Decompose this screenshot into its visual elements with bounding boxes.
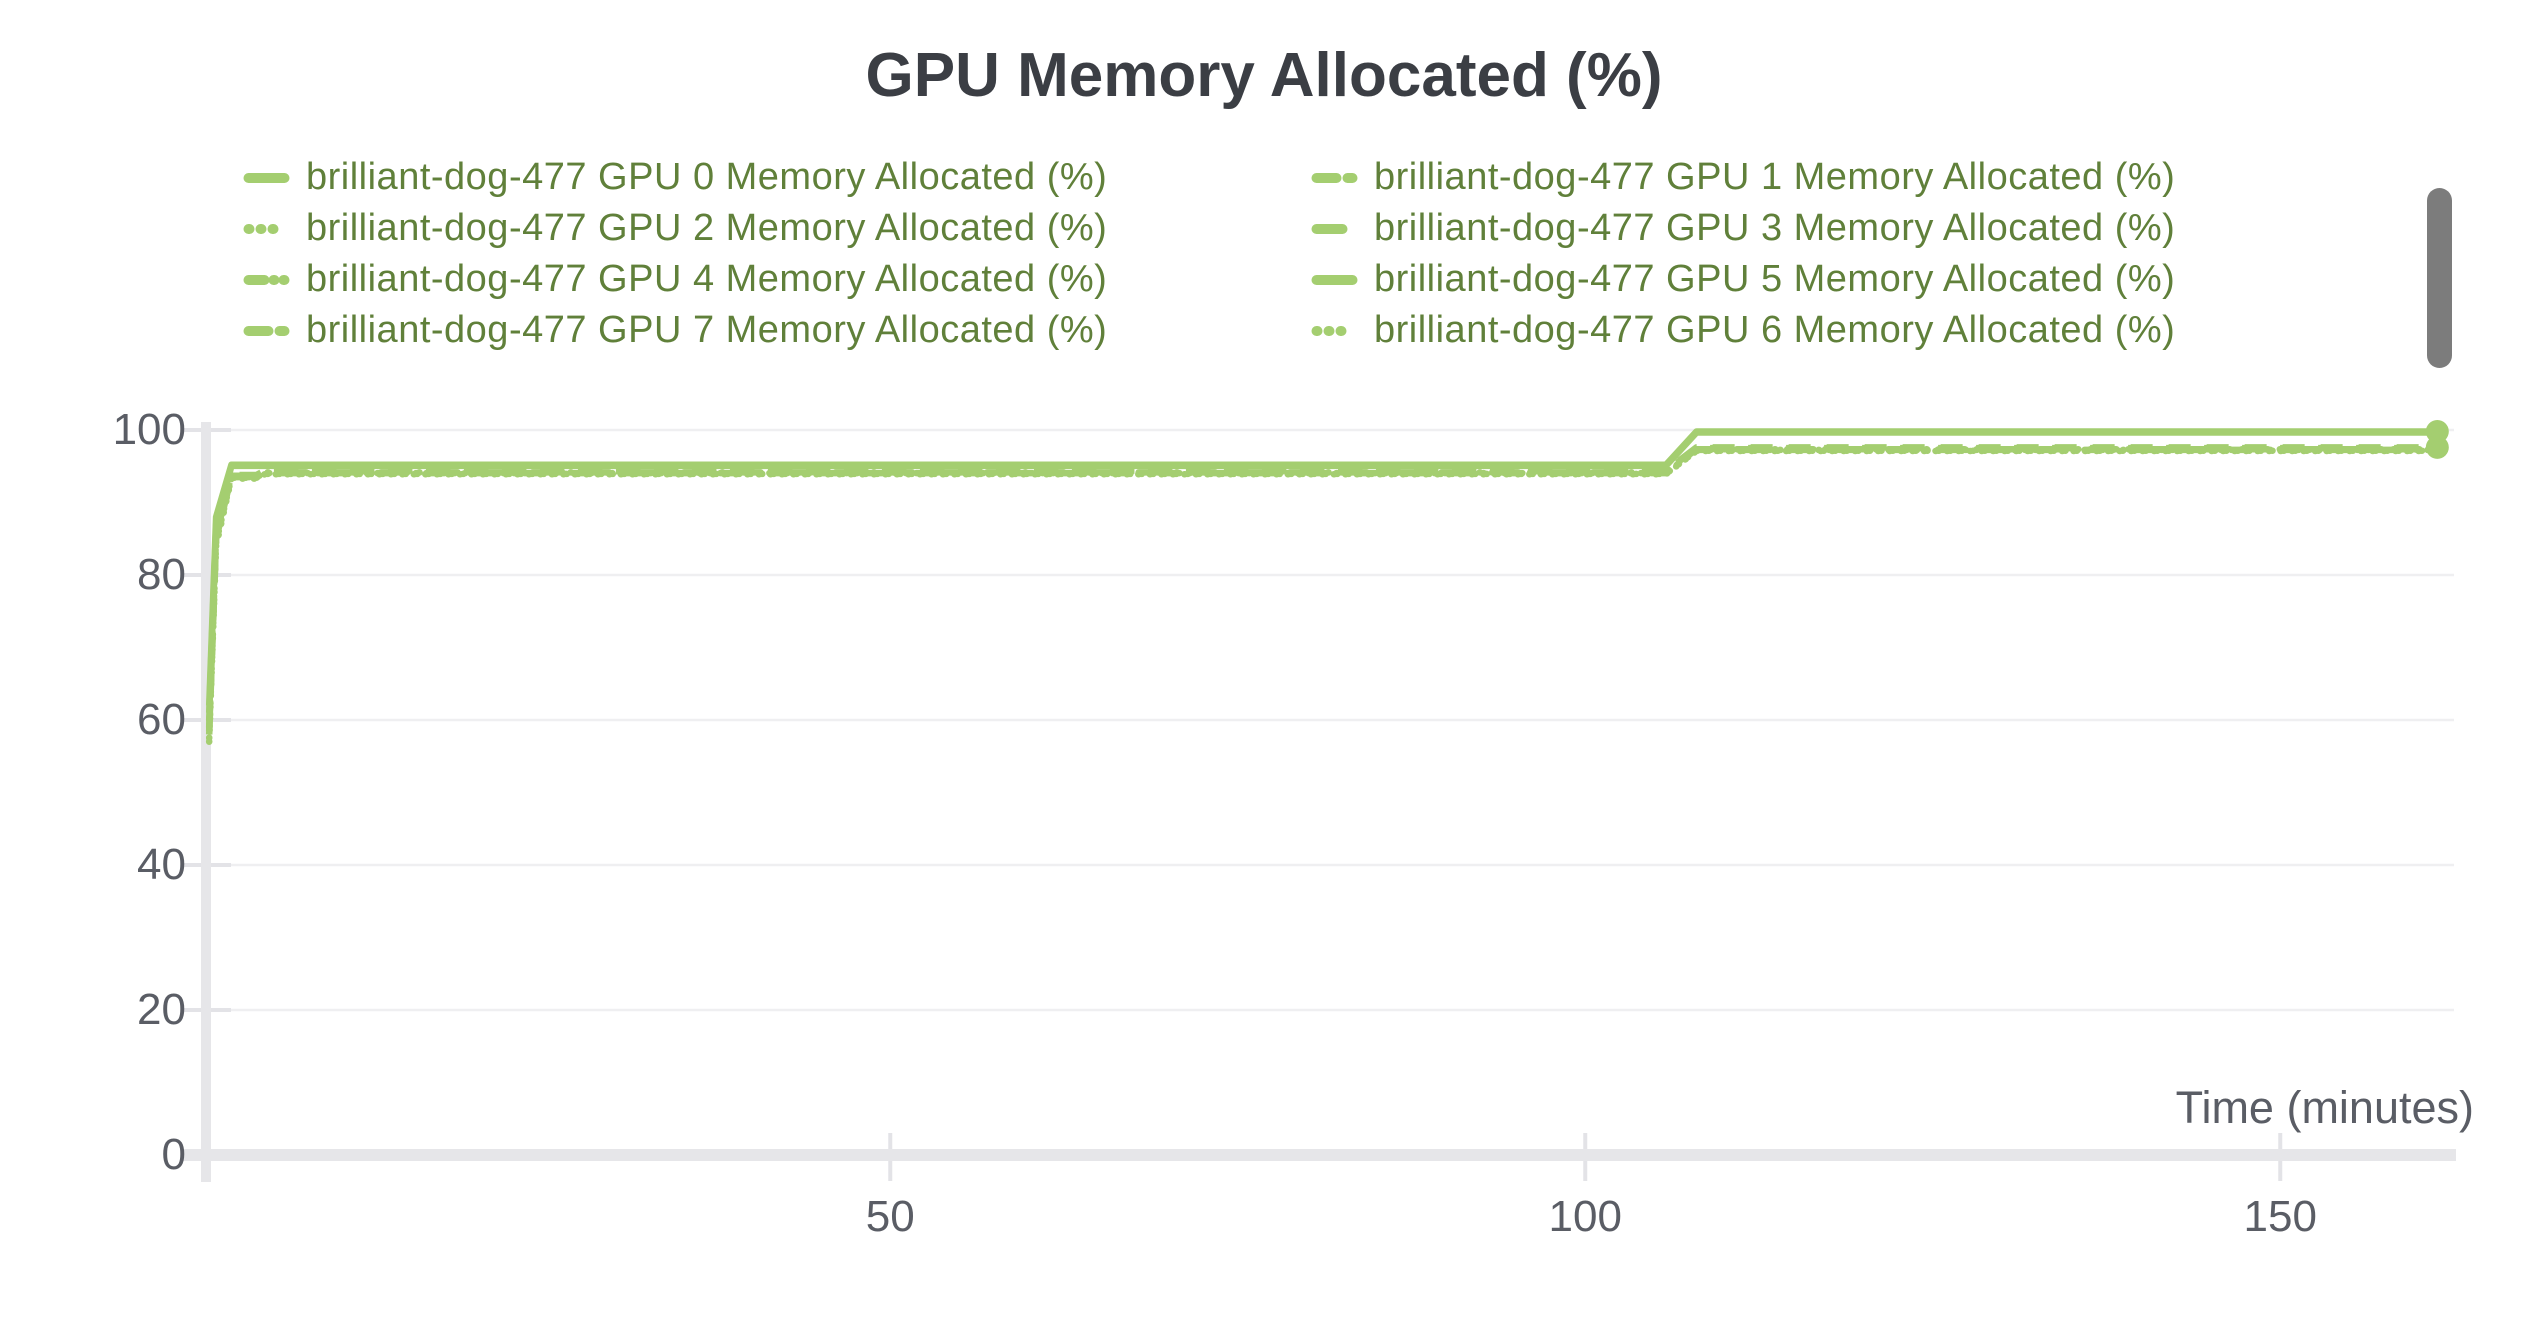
series-end-dot-gpu-0 (2425, 419, 2449, 443)
legend-line-style-icon (243, 274, 290, 285)
chart-title: GPU Memory Allocated (%) (865, 41, 1663, 110)
legend-item-gpu-1[interactable]: brilliant-dog-477 GPU 1 Memory Allocated… (1311, 152, 2175, 203)
legend-item-label: brilliant-dog-477 GPU 6 Memory Allocated… (1374, 309, 2176, 351)
y-tick-label-100: 100 (112, 405, 186, 454)
legend-item-gpu-0[interactable]: brilliant-dog-477 GPU 0 Memory Allocated… (243, 152, 1311, 203)
y-tick-label-80: 80 (137, 550, 186, 599)
x-tick-label-50: 50 (865, 1192, 915, 1241)
x-axis-title: Time (minutes) (2175, 1082, 2474, 1133)
x-tick-label-100: 100 (1548, 1192, 1622, 1241)
legend-line-style-icon (243, 325, 290, 336)
series-line-gpu-4 (205, 446, 2441, 724)
legend-item-label: brilliant-dog-477 GPU 2 Memory Allocated… (306, 207, 1108, 249)
legend-item-gpu-5[interactable]: brilliant-dog-477 GPU 5 Memory Allocated… (1311, 254, 2175, 305)
legend-item-label: brilliant-dog-477 GPU 4 Memory Allocated… (306, 258, 1108, 300)
legend-line-style-icon (1311, 325, 1358, 336)
legend: brilliant-dog-477 GPU 0 Memory Allocated… (243, 152, 2175, 356)
y-tick-label-40: 40 (137, 840, 186, 889)
scrollbar-thumb[interactable] (2427, 188, 2452, 368)
legend-line-style-icon (243, 172, 290, 183)
series-line-gpu-2 (205, 447, 2441, 746)
legend-item-gpu-2[interactable]: brilliant-dog-477 GPU 2 Memory Allocated… (243, 203, 1311, 254)
series-line-gpu-1 (205, 444, 2438, 735)
series-line-gpu-3 (205, 445, 2441, 731)
legend-item-label: brilliant-dog-477 GPU 1 Memory Allocated… (1374, 156, 2176, 198)
legend-line-style-icon (1311, 274, 1358, 285)
y-tick-label-0: 0 (161, 1130, 186, 1179)
legend-item-label: brilliant-dog-477 GPU 5 Memory Allocated… (1374, 258, 2176, 300)
legend-item-gpu-3[interactable]: brilliant-dog-477 GPU 3 Memory Allocated… (1311, 203, 2175, 254)
legend-item-gpu-7[interactable]: brilliant-dog-477 GPU 7 Memory Allocated… (243, 305, 1311, 356)
x-tick-label-150: 150 (2243, 1192, 2317, 1241)
legend-line-style-icon (1311, 223, 1358, 234)
legend-line-style-icon (1311, 172, 1358, 183)
y-axis-line (201, 422, 211, 1182)
legend-line-style-icon (243, 223, 290, 234)
legend-item-label: brilliant-dog-477 GPU 0 Memory Allocated… (306, 156, 1108, 198)
legend-item-label: brilliant-dog-477 GPU 7 Memory Allocated… (306, 309, 1108, 351)
y-tick-label-20: 20 (137, 985, 186, 1034)
legend-item-gpu-4[interactable]: brilliant-dog-477 GPU 4 Memory Allocated… (243, 254, 1311, 305)
series-end-dot-gpu-7 (2425, 435, 2449, 459)
legend-item-gpu-6[interactable]: brilliant-dog-477 GPU 6 Memory Allocated… (1311, 305, 2175, 356)
x-axis-line (181, 1149, 2456, 1161)
series-line-gpu-7 (205, 444, 2438, 732)
y-tick-label-60: 60 (137, 695, 186, 744)
series-line-gpu-6 (205, 447, 2441, 742)
legend-item-label: brilliant-dog-477 GPU 3 Memory Allocated… (1374, 207, 2176, 249)
